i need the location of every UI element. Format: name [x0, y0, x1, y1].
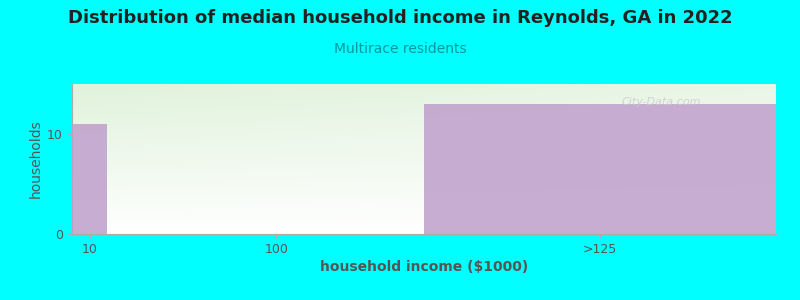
Y-axis label: households: households: [29, 120, 43, 198]
X-axis label: household income ($1000): household income ($1000): [320, 260, 528, 274]
Bar: [424, 104, 776, 234]
Text: Multirace residents: Multirace residents: [334, 42, 466, 56]
Text: Distribution of median household income in Reynolds, GA in 2022: Distribution of median household income …: [68, 9, 732, 27]
Bar: [72, 124, 107, 234]
Text: City-Data.com: City-Data.com: [621, 97, 701, 107]
